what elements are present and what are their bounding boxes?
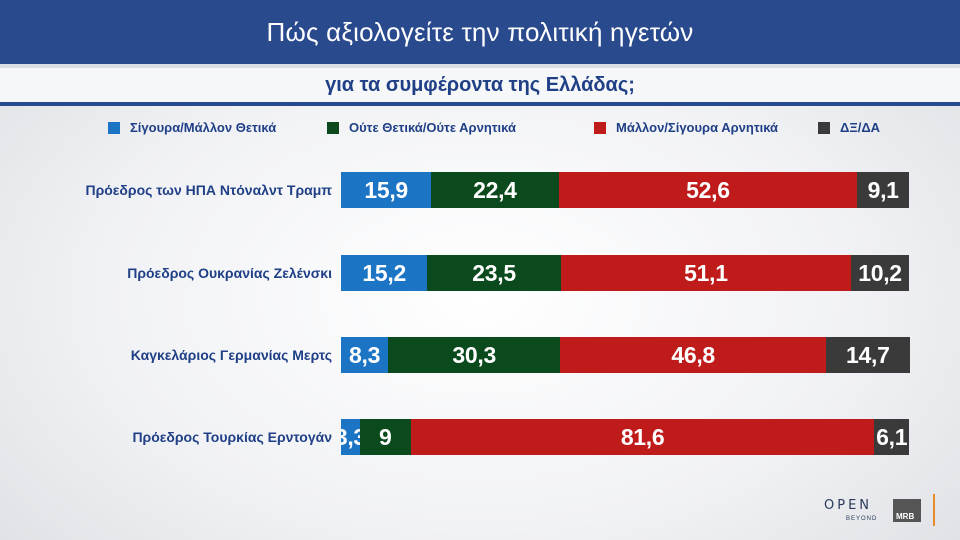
data-label: 15,9 <box>364 176 408 203</box>
bar-segment: 23,5 <box>427 255 561 291</box>
category-label: Πρόεδρος Τουρκίας Ερντογάν <box>132 429 332 445</box>
bar-segment: 22,4 <box>431 172 559 208</box>
data-label: 30,3 <box>452 341 496 368</box>
title-divider <box>0 64 960 68</box>
legend-swatch <box>108 121 120 134</box>
data-label: 81,6 <box>620 423 665 450</box>
legend-item: Σίγουρα/Μάλλον Θετικά <box>108 120 276 135</box>
legend-swatch <box>594 121 606 134</box>
bar-segment: 51,1 <box>560 255 852 291</box>
bar-segment: 8,3 <box>341 337 389 373</box>
category-label: Πρόεδρος των ΗΠΑ Ντόναλντ Τραμπ <box>85 182 332 198</box>
bar-segment: 30,3 <box>388 337 561 373</box>
data-label: 3,3 <box>341 423 360 450</box>
legend-item: ΔΞ/ΔΑ <box>818 120 880 135</box>
bar-segment: 6,1 <box>874 419 909 455</box>
legend-label: Σίγουρα/Μάλλον Θετικά <box>130 120 277 135</box>
bar-segment: 15,2 <box>341 255 428 291</box>
legend-item: Ούτε Θετικά/Ούτε Αρνητικά <box>327 120 516 135</box>
chart-subtitle-bar: για τα συμφέροντα της Ελλάδας; <box>0 68 960 102</box>
bar-segment: 15,9 <box>341 172 432 208</box>
bar-segment: 14,7 <box>826 337 910 373</box>
subtitle-divider <box>0 102 960 106</box>
bar-segment: 9,1 <box>857 172 909 208</box>
data-label: 10,2 <box>858 259 902 286</box>
data-label: 14,7 <box>846 341 890 368</box>
bar-segment: 9 <box>359 419 411 455</box>
chart-legend: Σίγουρα/Μάλλον Θετικά Ούτε Θετικά/Ούτε Αρ… <box>0 112 960 142</box>
data-label: 9 <box>379 423 392 450</box>
category-label: Πρόεδρος Ουκρανίας Ζελένσκι <box>127 265 332 281</box>
logo-divider <box>933 494 935 526</box>
bar-segment: 46,8 <box>560 337 827 373</box>
open-logo-text: OPEN <box>824 498 873 513</box>
mrb-logo-text: MRB <box>896 512 915 521</box>
data-label: 52,6 <box>686 176 730 203</box>
data-label: 23,5 <box>472 259 516 286</box>
bar-segment: 10,2 <box>851 255 909 291</box>
data-label: 9,1 <box>867 176 899 203</box>
data-label: 22,4 <box>473 176 517 203</box>
mrb-logo <box>893 499 921 522</box>
data-label: 15,2 <box>362 259 406 286</box>
bar-segment: 52,6 <box>558 172 858 208</box>
chart-title-bar: Πώς αξιολογείτε την πολιτική ηγετών <box>0 0 960 64</box>
bar-segment: 81,6 <box>410 419 875 455</box>
legend-item: Μάλλον/Σίγουρα Αρνητικά <box>594 120 778 135</box>
bar-segment: 3,3 <box>341 419 360 455</box>
data-label: 51,1 <box>684 259 728 286</box>
open-logo-tagline: BEYOND <box>846 516 878 522</box>
legend-label: Ούτε Θετικά/Ούτε Αρνητικά <box>349 120 516 135</box>
legend-label: ΔΞ/ΔΑ <box>840 120 881 135</box>
legend-swatch <box>818 121 830 134</box>
legend-swatch <box>327 121 339 134</box>
chart-title: Πώς αξιολογείτε την πολιτική ηγετών <box>266 16 694 47</box>
data-label: 6,1 <box>876 423 908 450</box>
legend-label: Μάλλον/Σίγουρα Αρνητικά <box>616 120 779 135</box>
data-label: 8,3 <box>349 341 381 368</box>
data-label: 46,8 <box>671 341 715 368</box>
chart-subtitle: για τα συμφέροντα της Ελλάδας; <box>325 73 635 96</box>
category-label: Καγκελάριος Γερμανίας Μερτς <box>130 347 332 363</box>
